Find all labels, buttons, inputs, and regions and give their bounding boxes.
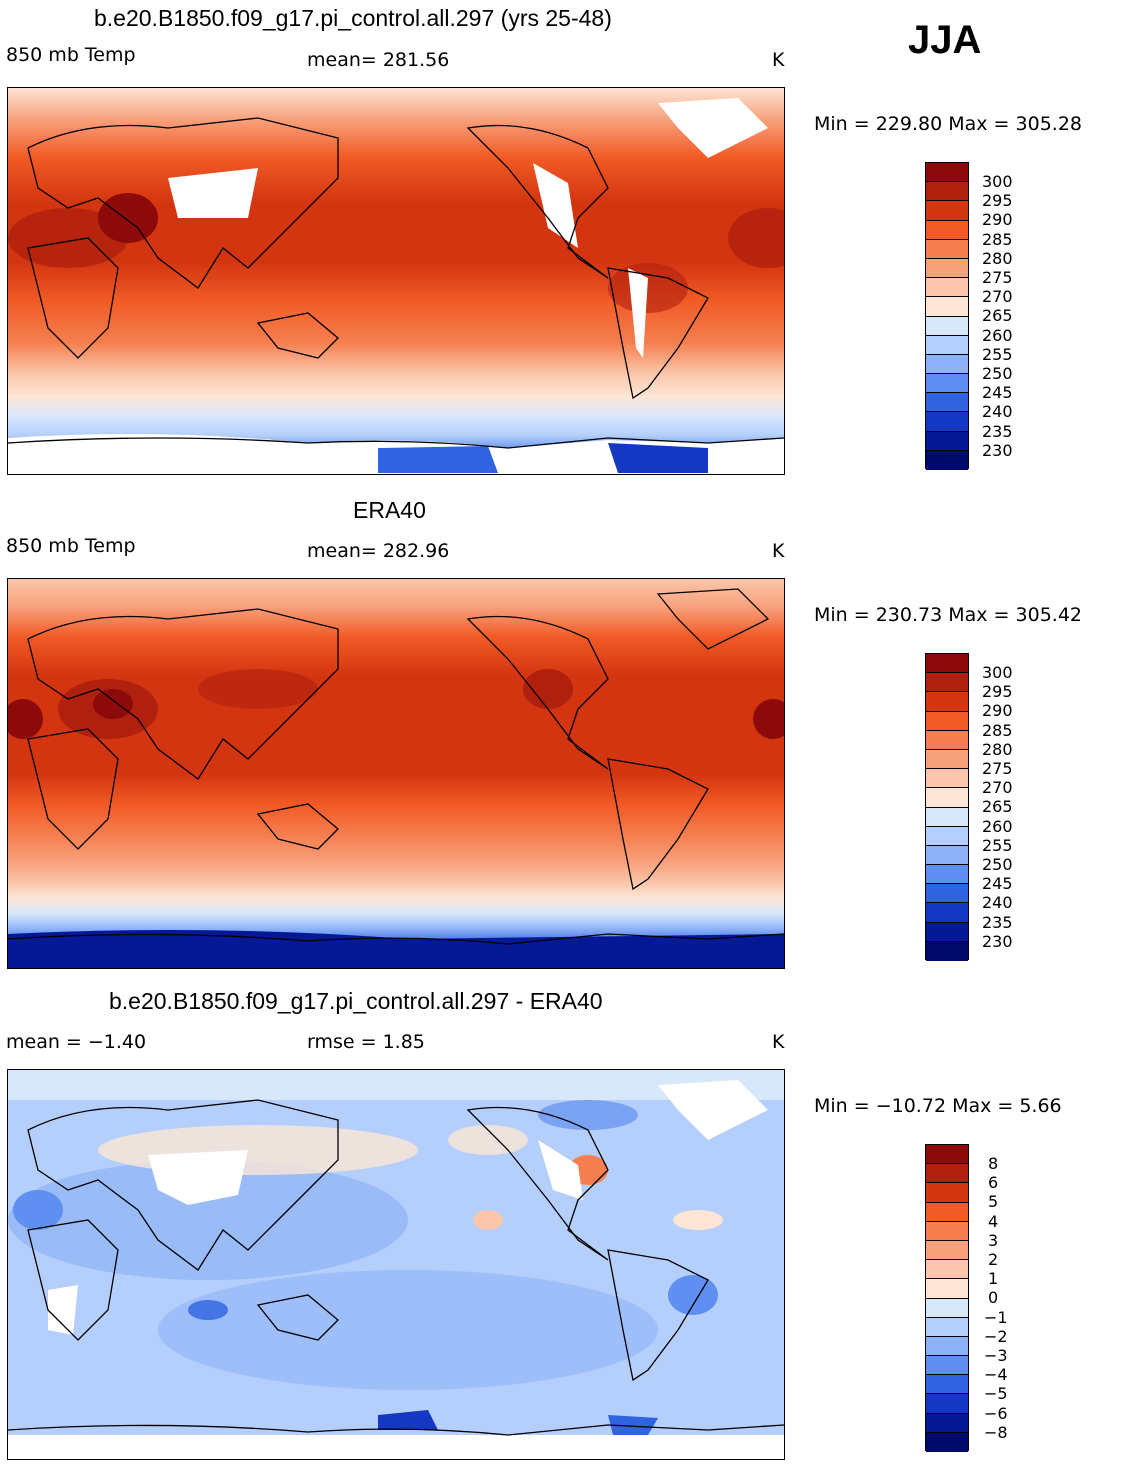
- panel-1-mean-label: mean= 281.56: [307, 49, 450, 71]
- cbar-label: 280: [982, 739, 1013, 759]
- cbar-label: 235: [982, 421, 1013, 441]
- cbar-label: 0: [988, 1288, 999, 1308]
- season-label: JJA: [908, 18, 982, 62]
- panel-3-map: [7, 1069, 785, 1460]
- cbar-label: 245: [982, 874, 1013, 894]
- cbar-label: 295: [982, 191, 1013, 211]
- cbar-label: −1: [984, 1307, 1008, 1327]
- panel-3-mean-label: mean = −1.40: [6, 1031, 147, 1053]
- cbar-label: 265: [982, 797, 1013, 817]
- cbar-label: 230: [982, 931, 1013, 951]
- cbar-label: 8: [988, 1154, 999, 1173]
- cbar-label: 1: [988, 1269, 999, 1289]
- cbar-label: 290: [982, 210, 1013, 230]
- panel-1-title: b.e20.B1850.f09_g17.pi_control.all.297 (…: [94, 5, 612, 31]
- cbar-label: 285: [982, 720, 1013, 740]
- cbar-label: 295: [982, 682, 1013, 702]
- panel-3-colorbar: [925, 1144, 969, 1452]
- panel-1-units-label: K: [772, 49, 785, 71]
- cbar-label: 245: [982, 383, 1013, 403]
- cbar-label: −6: [984, 1403, 1008, 1423]
- cbar-label: 300: [982, 663, 1013, 682]
- panel-2-colorbar: [925, 653, 969, 961]
- cbar-label: 255: [982, 344, 1013, 364]
- panel-2-title: ERA40: [353, 497, 426, 523]
- cbar-label: 290: [982, 701, 1013, 721]
- panel-1-map: [7, 87, 785, 475]
- cbar-label: 270: [982, 778, 1013, 798]
- panel-1-colorbar: [925, 162, 969, 470]
- cbar-label: −3: [984, 1346, 1008, 1365]
- panel-3-title: b.e20.B1850.f09_g17.pi_control.all.297 -…: [109, 988, 603, 1014]
- panel-3-minmax: Min = −10.72 Max = 5.66: [814, 1095, 1062, 1117]
- panel-2-variable-label: 850 mb Temp: [6, 535, 136, 557]
- panel-1-minmax: Min = 229.80 Max = 305.28: [814, 113, 1082, 135]
- cbar-label: 280: [982, 248, 1013, 268]
- cbar-label: −5: [984, 1384, 1008, 1404]
- cbar-label: −2: [984, 1326, 1008, 1346]
- cbar-label: 260: [982, 816, 1013, 836]
- cbar-label: 275: [982, 759, 1013, 778]
- panel-2-mean-label: mean= 282.96: [307, 540, 450, 562]
- cbar-label: 270: [982, 287, 1013, 307]
- cbar-label: 250: [982, 364, 1013, 383]
- cbar-label: 275: [982, 268, 1013, 287]
- cbar-label: −4: [984, 1365, 1008, 1385]
- panel-3-rmse-label: rmse = 1.85: [307, 1031, 425, 1053]
- cbar-label: 230: [982, 440, 1013, 460]
- cbar-label: 240: [982, 893, 1013, 913]
- panel-2-units-label: K: [772, 540, 785, 562]
- cbar-label: 255: [982, 835, 1013, 855]
- panel-2-map: [7, 578, 785, 969]
- cbar-label: 300: [982, 172, 1013, 191]
- panel-2-minmax: Min = 230.73 Max = 305.42: [814, 604, 1082, 626]
- cbar-label: 250: [982, 855, 1013, 874]
- cbar-label: −8: [984, 1422, 1008, 1442]
- panel-1-variable-label: 850 mb Temp: [6, 44, 136, 66]
- cbar-label: 6: [988, 1173, 999, 1193]
- cbar-label: 285: [982, 229, 1013, 249]
- panel-3-units-label: K: [772, 1031, 785, 1053]
- cbar-label: 240: [982, 402, 1013, 422]
- cbar-label: 2: [988, 1250, 999, 1269]
- cbar-label: 235: [982, 912, 1013, 932]
- cbar-label: 5: [988, 1192, 999, 1212]
- cbar-label: 4: [988, 1211, 999, 1231]
- cbar-label: 260: [982, 325, 1013, 345]
- cbar-label: 3: [988, 1230, 999, 1250]
- cbar-label: 265: [982, 306, 1013, 326]
